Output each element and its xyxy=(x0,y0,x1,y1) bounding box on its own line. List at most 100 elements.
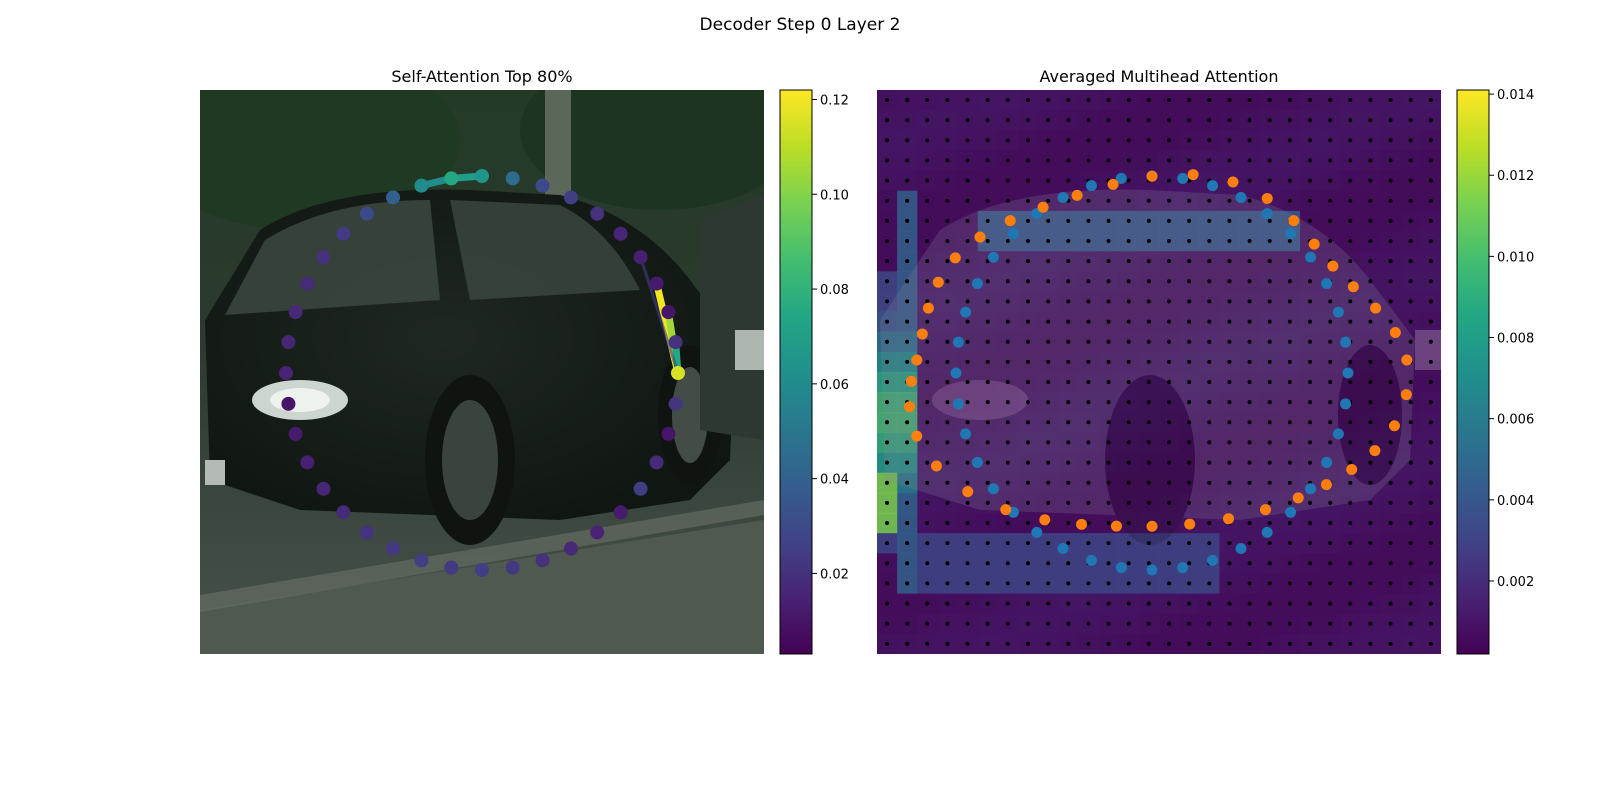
inner-contour-point xyxy=(1285,228,1297,240)
grid-dot xyxy=(965,440,970,445)
grid-dot xyxy=(1086,581,1091,586)
grid-dot xyxy=(925,299,930,304)
grid-dot xyxy=(885,218,889,223)
figure-suptitle: Decoder Step 0 Layer 2 xyxy=(700,15,901,35)
grid-dot xyxy=(1207,259,1212,264)
grid-dot xyxy=(1187,138,1192,143)
grid-dot xyxy=(1267,601,1272,606)
grid-dot xyxy=(925,339,930,344)
grid-dot xyxy=(965,198,970,203)
grid-dot xyxy=(1428,541,1433,546)
grid-dot xyxy=(1005,641,1010,646)
grid-dot xyxy=(1005,521,1010,525)
grid-dot xyxy=(1167,460,1171,465)
grid-dot xyxy=(1388,118,1393,123)
grid-dot xyxy=(1026,259,1030,264)
grid-dot xyxy=(905,259,910,264)
colorbar-tick-label: 0.10 xyxy=(820,188,849,203)
left-panel-title: Self-Attention Top 80% xyxy=(391,67,572,86)
grid-dot xyxy=(965,641,970,646)
grid-dot xyxy=(1368,339,1373,344)
grid-dot xyxy=(1267,561,1272,566)
grid-dot xyxy=(1066,561,1071,566)
grid-dot xyxy=(885,420,889,425)
grid-dot xyxy=(1146,158,1151,163)
inner-contour-point xyxy=(952,398,964,410)
grid-dot xyxy=(1328,299,1333,304)
grid-dot xyxy=(1167,601,1171,606)
grid-dot xyxy=(1328,239,1333,243)
grid-dot xyxy=(1408,581,1413,586)
grid-dot xyxy=(1328,521,1333,525)
grid-dot xyxy=(1126,218,1131,223)
outer-contour-point xyxy=(905,375,917,387)
grid-dot xyxy=(925,259,930,264)
grid-dot xyxy=(965,420,970,425)
contour-point xyxy=(336,505,351,520)
grid-dot xyxy=(965,521,970,525)
grid-dot xyxy=(1207,138,1212,143)
grid-dot xyxy=(1005,581,1010,586)
grid-dot xyxy=(885,641,889,646)
colorbar-tick-label: 0.08 xyxy=(820,283,849,298)
grid-dot xyxy=(1187,581,1192,586)
grid-dot xyxy=(1368,259,1373,264)
grid-dot xyxy=(985,561,990,566)
grid-dot xyxy=(1227,601,1232,606)
grid-dot xyxy=(1106,601,1111,606)
grid-dot xyxy=(1388,239,1393,243)
grid-dot xyxy=(1187,460,1192,465)
grid-dot xyxy=(1287,158,1292,163)
colorbar-tick-label: 0.006 xyxy=(1497,413,1534,428)
grid-dot xyxy=(1187,299,1192,304)
grid-dot xyxy=(1066,641,1071,646)
grid-dot xyxy=(1146,500,1151,505)
grid-dot xyxy=(1167,178,1171,183)
grid-dot xyxy=(985,641,990,646)
grid-dot xyxy=(1267,581,1272,586)
contour-point xyxy=(316,481,331,496)
grid-dot xyxy=(1368,621,1373,626)
grid-dot xyxy=(1046,198,1051,203)
grid-dot xyxy=(1267,138,1272,143)
grid-dot xyxy=(1126,541,1131,546)
grid-dot xyxy=(1408,319,1413,324)
grid-dot xyxy=(1106,480,1111,485)
grid-dot xyxy=(1287,239,1292,243)
grid-dot xyxy=(925,400,930,405)
colorbar-tick-label: 0.004 xyxy=(1497,494,1534,509)
grid-dot xyxy=(905,641,910,646)
grid-dot xyxy=(1227,239,1232,243)
grid-dot xyxy=(1005,440,1010,445)
grid-dot xyxy=(1247,561,1252,566)
grid-dot xyxy=(1368,178,1373,183)
grid-dot xyxy=(945,621,950,626)
grid-dot xyxy=(1328,641,1333,646)
grid-dot xyxy=(905,299,910,304)
grid-dot xyxy=(1207,218,1212,223)
grid-dot xyxy=(1267,279,1272,284)
grid-dot xyxy=(1207,359,1212,364)
grid-dot xyxy=(1126,500,1131,505)
grid-dot xyxy=(1227,319,1232,324)
grid-dot xyxy=(965,218,970,223)
grid-dot xyxy=(1368,561,1373,566)
grid-dot xyxy=(1187,541,1192,546)
grid-dot xyxy=(1126,460,1131,465)
grid-dot xyxy=(1247,440,1252,445)
grid-dot xyxy=(1227,198,1232,203)
inner-contour-point xyxy=(1115,172,1127,184)
grid-dot xyxy=(1026,218,1030,223)
grid-dot xyxy=(925,641,930,646)
grid-dot xyxy=(1126,259,1131,264)
right-colorbar-bar xyxy=(1456,89,1490,655)
grid-dot xyxy=(1388,359,1393,364)
grid-dot xyxy=(925,601,930,606)
inner-contour-point xyxy=(1305,251,1317,263)
grid-dot xyxy=(1066,279,1071,284)
grid-dot xyxy=(965,621,970,626)
grid-dot xyxy=(885,581,889,586)
grid-dot xyxy=(1308,420,1312,425)
grid-dot xyxy=(1368,138,1373,143)
grid-dot xyxy=(945,601,950,606)
